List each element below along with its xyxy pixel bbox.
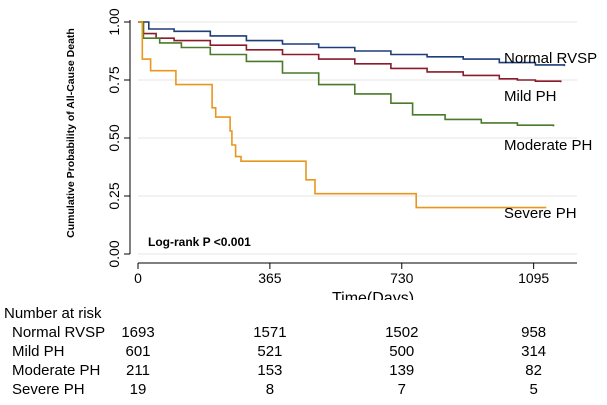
series-line-severe-ph [138,21,547,209]
y-tick-label: 0.50 [106,124,122,151]
y-tick-label: 1.00 [106,8,122,35]
risk-cell: 153 [257,362,283,379]
y-tick-label: 0.75 [106,66,122,93]
y-tick-label: 0.00 [106,240,122,267]
x-axis-label: Time(Days) [332,290,414,300]
x-tick-label: 365 [258,270,282,286]
curve-label: Severe PH [504,205,577,222]
risk-cell: 521 [257,343,283,360]
risk-cell: 314 [521,343,547,360]
x-tick-label: 1095 [518,270,549,286]
y-axis-label: Cumulative Probability of All-Cause Deat… [65,28,77,238]
curve-labels: Normal RVSP Mild PH Moderate PH Severe PH [504,50,597,222]
risk-table-row: Moderate PH 211 153 139 82 [0,362,607,381]
risk-cell: 1693 [121,324,155,341]
risk-row-label: Mild PH [12,343,65,360]
risk-table-row: Severe PH 19 8 7 5 [0,381,607,400]
curve-label: Moderate PH [504,137,592,154]
x-tick-label: 730 [390,270,414,286]
risk-cell: 5 [529,381,538,398]
series-layer [138,21,566,209]
risk-cell: 958 [521,324,547,341]
risk-cell: 601 [125,343,151,360]
risk-table-row: Mild PH 601 521 500 314 [0,343,607,362]
curve-label: Normal RVSP [504,50,597,67]
risk-table-row: Normal RVSP 1693 1571 1502 958 [0,324,607,343]
logrank-annotation: Log-rank P <0.001 [148,235,251,249]
risk-cell: 7 [397,381,406,398]
risk-row-label: Moderate PH [12,362,101,379]
risk-cell: 82 [525,362,542,379]
risk-table-title: Number at risk [4,305,102,322]
risk-cell: 19 [129,381,147,398]
risk-cell: 500 [389,343,415,360]
x-tick-label: 0 [134,270,142,286]
curve-label: Mild PH [504,88,557,105]
risk-cell: 1502 [385,324,419,341]
risk-cell: 211 [126,362,150,379]
series-line-moderate-ph [138,21,555,127]
risk-cell: 1571 [253,324,287,341]
y-tick-label: 0.25 [106,182,122,209]
series-line-normal-rvsp [138,21,566,67]
gridlines [138,21,577,255]
risk-row-label: Severe PH [12,381,85,398]
risk-cell: 8 [265,381,275,398]
risk-cell: 139 [389,362,415,379]
axes: 0.00 0.25 0.50 0.75 1.00 0 365 730 1095 [106,8,577,286]
km-plot: 0.00 0.25 0.50 0.75 1.00 0 365 730 1095 Normal R… [65,8,597,300]
series-line-mild-ph [138,21,562,83]
risk-row-label: Normal RVSP [12,324,106,341]
